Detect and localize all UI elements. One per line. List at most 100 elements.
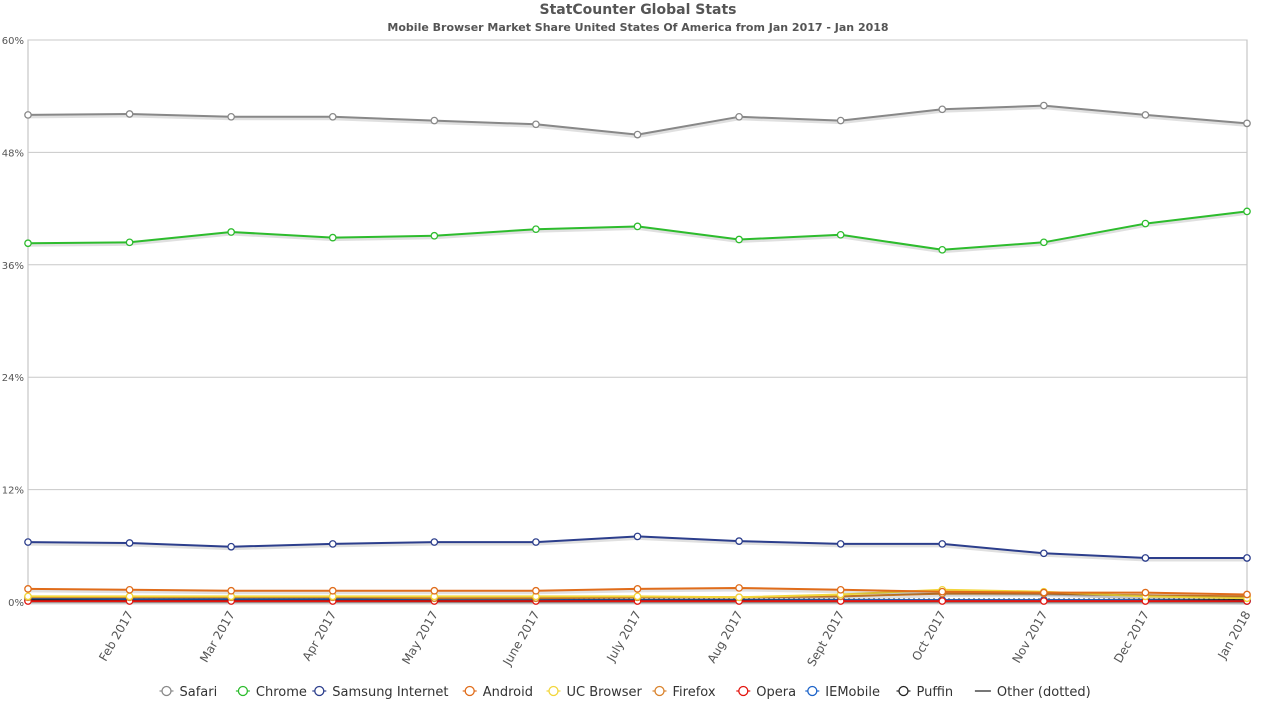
- data-point: [430, 231, 439, 240]
- data-point: [836, 540, 845, 548]
- data-point: [125, 110, 134, 118]
- series-line: [27, 210, 1248, 251]
- gridlines: [27, 39, 1248, 603]
- x-tick-label: Aug 2017: [705, 609, 746, 666]
- x-axis: Feb 2017 Mar 2017 Apr 2017 May 2017 June 201…: [96, 609, 1253, 669]
- data-point: [125, 238, 134, 247]
- plot-frame: [27, 39, 1248, 603]
- data-point: [836, 585, 845, 594]
- legend-swatch: [654, 685, 665, 697]
- chart-subtitle: Mobile Browser Market Share United State…: [387, 21, 888, 34]
- data-point: [1039, 597, 1048, 605]
- data-point: [938, 540, 947, 548]
- series-shadow: [27, 535, 1247, 562]
- data-point: [227, 112, 236, 121]
- x-tick-label: Mar 2017: [197, 609, 238, 665]
- x-tick-label: May 2017: [399, 609, 441, 667]
- data-point: [227, 586, 236, 595]
- legend: Safari Chrome Samsung Internet Android UC Br…: [159, 685, 1091, 700]
- data-point: [227, 542, 236, 551]
- legend-label: Chrome: [256, 685, 307, 700]
- y-axis: 0% 12% 24% 36% 48% 60%: [2, 36, 24, 609]
- data-point: [24, 111, 32, 119]
- data-point: [430, 586, 439, 595]
- x-tick-label: Apr 2017: [300, 609, 340, 664]
- data-point: [532, 586, 540, 595]
- data-point: [1141, 588, 1150, 597]
- x-tick-label: June 2017: [500, 609, 543, 669]
- data-point: [938, 245, 947, 254]
- y-tick-label: 48%: [2, 148, 24, 159]
- legend-label: IEMobile: [825, 685, 880, 700]
- x-tick-label: Feb 2017: [96, 609, 136, 664]
- data-point: [836, 116, 845, 125]
- plot-area: [24, 101, 1251, 605]
- legend-swatch: [898, 685, 909, 697]
- data-point: [532, 120, 540, 129]
- y-tick-label: 12%: [2, 486, 24, 497]
- legend-label: Samsung Internet: [332, 685, 448, 700]
- legend-swatch: [807, 685, 818, 697]
- x-tick-label: Nov 2017: [1009, 609, 1050, 666]
- series-shadow: [27, 210, 1248, 254]
- legend-label: Firefox: [673, 685, 716, 700]
- y-tick-label: 36%: [2, 261, 24, 272]
- data-point: [430, 116, 439, 125]
- data-point: [328, 586, 337, 595]
- legend-label: Safari: [180, 685, 218, 700]
- data-point: [532, 538, 540, 546]
- data-point: [1039, 588, 1048, 597]
- legend-swatch: [738, 685, 749, 697]
- legend-label: Other (dotted): [997, 685, 1091, 700]
- legend-label: Android: [483, 685, 533, 700]
- data-point: [328, 540, 337, 548]
- y-tick-label: 60%: [2, 36, 24, 47]
- data-point: [430, 538, 439, 546]
- data-point: [735, 112, 743, 121]
- data-point: [125, 585, 134, 594]
- data-point: [328, 112, 337, 121]
- legend-swatch: [237, 685, 249, 697]
- data-point: [633, 130, 642, 139]
- data-point: [125, 592, 134, 601]
- data-point: [1243, 207, 1251, 216]
- legend-label: Puffin: [917, 685, 954, 700]
- data-point: [633, 222, 642, 231]
- x-tick-label: Jan 2018: [1215, 609, 1254, 663]
- legend-label: Opera: [756, 685, 796, 700]
- data-point: [938, 587, 947, 596]
- data-point: [328, 233, 337, 242]
- data-point: [1141, 219, 1150, 228]
- legend-label: UC Browser: [567, 685, 643, 700]
- legend-swatch: [548, 685, 559, 697]
- data-point: [735, 235, 743, 244]
- data-point: [1039, 101, 1048, 110]
- data-point: [125, 539, 134, 547]
- data-point: [633, 532, 642, 541]
- data-point: [938, 105, 947, 114]
- data-point: [735, 593, 743, 602]
- chart-title: StatCounter Global Stats: [539, 2, 736, 18]
- data-point: [227, 228, 236, 236]
- data-point: [532, 225, 540, 234]
- y-tick-label: 0%: [8, 598, 24, 609]
- data-point: [633, 585, 642, 593]
- data-point: [1039, 549, 1048, 558]
- data-point: [1243, 590, 1251, 599]
- data-point: [24, 538, 32, 546]
- data-point: [633, 592, 642, 601]
- data-point: [735, 584, 743, 592]
- x-tick-label: July 2017: [604, 609, 645, 665]
- data-point: [24, 585, 32, 593]
- data-point: [735, 537, 743, 545]
- data-point: [24, 239, 32, 248]
- x-tick-label: Sept 2017: [804, 609, 847, 669]
- data-point: [1141, 111, 1150, 119]
- legend-swatch: [314, 685, 325, 697]
- y-tick-label: 24%: [2, 373, 24, 384]
- data-point: [1243, 119, 1251, 128]
- x-tick-label: Oct 2017: [909, 609, 949, 664]
- data-point: [938, 597, 947, 605]
- legend-swatch: [464, 685, 475, 697]
- data-point: [1141, 554, 1150, 562]
